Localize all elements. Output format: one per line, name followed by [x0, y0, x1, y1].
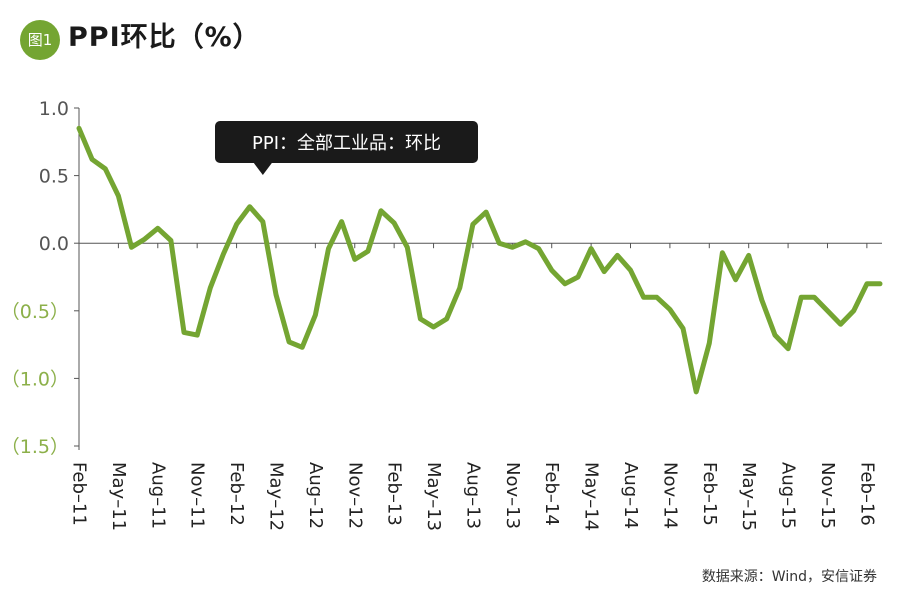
data-point [103, 167, 107, 171]
x-tick-label: Feb–12 [226, 462, 247, 526]
x-tick-label: Feb–14 [541, 462, 562, 526]
data-point [655, 295, 659, 299]
data-point [720, 251, 724, 255]
data-point [353, 257, 357, 261]
x-tick-label: Feb–15 [699, 462, 720, 526]
data-point [563, 282, 567, 286]
data-point [77, 126, 81, 130]
x-tick-label: Nov–12 [344, 462, 365, 529]
data-point [327, 247, 330, 251]
x-tick-label: May–15 [738, 462, 759, 531]
data-point [313, 313, 317, 317]
data-point [812, 295, 816, 299]
x-tick-label: Feb–16 [856, 462, 877, 526]
y-tick-label: （0.5） [1, 301, 69, 323]
x-tick-label: Aug–14 [620, 462, 641, 529]
data-point [90, 157, 94, 161]
data-point [602, 270, 606, 274]
chart-title: PPI环比（%） [68, 22, 261, 53]
data-point [826, 309, 829, 313]
data-point [195, 333, 199, 337]
data-point [839, 322, 843, 326]
data-point [852, 309, 856, 313]
data-point [221, 252, 225, 256]
data-point [405, 245, 409, 249]
data-point [116, 194, 120, 198]
data-point [471, 222, 475, 226]
x-tick-label: May–14 [581, 462, 602, 531]
y-tick-label: （1.0） [1, 368, 69, 390]
data-point [458, 286, 462, 290]
data-point [366, 249, 370, 253]
data-point [248, 205, 252, 209]
data-point [524, 240, 527, 244]
data-point [445, 317, 449, 321]
data-point [274, 293, 278, 297]
data-point [865, 282, 869, 286]
legend-label: PPI：全部工业品：环比 [252, 133, 441, 154]
data-point [208, 286, 212, 290]
x-tick-label: Nov–11 [187, 462, 208, 529]
data-point [734, 278, 738, 282]
data-point [615, 253, 619, 257]
y-tick-label: 0.5 [39, 166, 69, 188]
data-point [235, 222, 239, 226]
data-point [773, 333, 777, 337]
x-tick-label: Aug–12 [305, 462, 326, 529]
data-point [484, 210, 488, 214]
data-point [786, 347, 790, 351]
x-tick-label: Feb–11 [69, 462, 90, 526]
data-point [576, 275, 580, 279]
data-point [143, 237, 147, 241]
data-point [156, 226, 160, 230]
data-point [681, 326, 685, 330]
x-tick-label: Aug–11 [147, 462, 168, 529]
x-tick-label: Nov–14 [659, 462, 680, 529]
y-tick-label: 1.0 [39, 98, 69, 120]
legend-pointer [253, 163, 272, 175]
data-point [418, 317, 422, 321]
data-point [707, 341, 711, 345]
x-tick-label: Nov–15 [817, 462, 838, 529]
x-tick-label: May–12 [265, 462, 286, 531]
data-point [550, 268, 554, 272]
data-point [642, 295, 646, 299]
data-point [760, 298, 764, 302]
data-point [379, 209, 383, 213]
data-point [747, 253, 751, 257]
x-tick-label: Nov–13 [502, 462, 523, 529]
data-point [169, 239, 173, 242]
data-point [340, 220, 344, 224]
x-tick-label: Aug–13 [462, 462, 483, 529]
data-point [261, 220, 265, 224]
data-point [589, 247, 593, 251]
data-point [878, 282, 882, 286]
data-point [510, 245, 514, 249]
x-tick-label: May–11 [108, 462, 129, 531]
x-tick-label: Feb–13 [384, 462, 405, 526]
data-point [130, 245, 133, 249]
x-tick-label: May–13 [423, 462, 444, 531]
series-line [76, 125, 883, 395]
data-point [668, 307, 672, 311]
data-point [182, 330, 186, 334]
data-source: 数据来源：Wind，安信证券 [701, 569, 877, 585]
data-point [799, 295, 803, 299]
data-point [537, 247, 541, 251]
x-tick-label: Aug–15 [778, 462, 799, 529]
data-point [497, 241, 501, 245]
data-point [694, 390, 698, 394]
y-tick-label: 0.0 [39, 233, 69, 255]
figure-badge: 图1 [20, 20, 60, 60]
legend-box [215, 121, 478, 163]
data-point [432, 325, 435, 329]
data-point [287, 340, 291, 344]
data-point [392, 221, 396, 225]
y-tick-label: （1.5） [1, 436, 69, 458]
data-point [629, 268, 632, 272]
data-point [300, 345, 304, 349]
